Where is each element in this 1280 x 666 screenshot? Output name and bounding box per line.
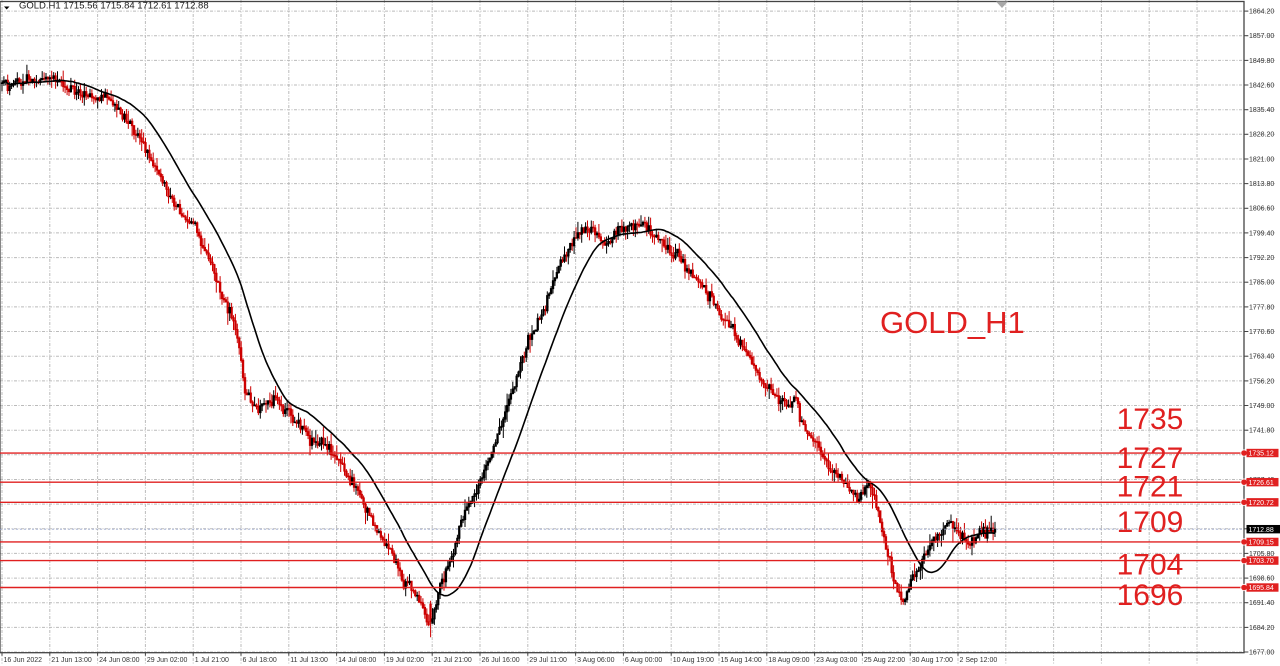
svg-text:1799.40: 1799.40: [1249, 230, 1274, 237]
svg-text:29 Jul 11:00: 29 Jul 11:00: [529, 657, 567, 664]
svg-text:1842.60: 1842.60: [1249, 82, 1274, 89]
svg-text:19 Jul 02:00: 19 Jul 02:00: [386, 657, 424, 664]
svg-text:14 Jul 08:00: 14 Jul 08:00: [338, 657, 376, 664]
svg-text:16 Jun 2022: 16 Jun 2022: [4, 657, 43, 664]
svg-text:21 Jul 21:00: 21 Jul 21:00: [434, 657, 472, 664]
svg-text:1785.00: 1785.00: [1249, 280, 1274, 287]
svg-text:1792.20: 1792.20: [1249, 255, 1274, 262]
svg-text:1849.80: 1849.80: [1249, 58, 1274, 65]
svg-text:26 Jul 16:00: 26 Jul 16:00: [482, 657, 520, 664]
svg-text:1695.84: 1695.84: [1249, 585, 1274, 592]
svg-text:29 Jun 02:00: 29 Jun 02:00: [147, 657, 188, 664]
svg-text:1703.70: 1703.70: [1249, 558, 1274, 565]
svg-text:1864.20: 1864.20: [1249, 9, 1274, 16]
svg-text:2 Sep 12:00: 2 Sep 12:00: [960, 657, 998, 664]
svg-text:1770.60: 1770.60: [1249, 329, 1274, 336]
svg-text:1813.80: 1813.80: [1249, 181, 1274, 188]
svg-text:15 Aug 14:00: 15 Aug 14:00: [721, 657, 762, 664]
svg-text:21 Jun 13:00: 21 Jun 13:00: [51, 657, 92, 664]
svg-text:11 Jul 13:00: 11 Jul 13:00: [290, 657, 328, 664]
svg-text:6 Aug 00:00: 6 Aug 00:00: [625, 657, 662, 664]
svg-text:1712.88: 1712.88: [1249, 527, 1274, 534]
svg-text:25 Aug 22:00: 25 Aug 22:00: [864, 657, 905, 664]
svg-text:1721: 1721: [1117, 471, 1184, 504]
svg-text:1704: 1704: [1117, 548, 1184, 581]
svg-text:30 Aug 17:00: 30 Aug 17:00: [912, 657, 953, 664]
svg-text:1835.40: 1835.40: [1249, 107, 1274, 114]
svg-text:1735: 1735: [1117, 403, 1184, 436]
svg-text:1821.00: 1821.00: [1249, 156, 1274, 163]
svg-text:1806.60: 1806.60: [1249, 206, 1274, 213]
svg-text:24 Jun 08:00: 24 Jun 08:00: [99, 657, 140, 664]
svg-text:23 Aug 03:00: 23 Aug 03:00: [816, 657, 857, 664]
svg-text:1 Jul 21:00: 1 Jul 21:00: [195, 657, 229, 664]
svg-text:10 Aug 19:00: 10 Aug 19:00: [673, 657, 714, 664]
svg-text:1684.20: 1684.20: [1249, 625, 1274, 632]
svg-text:1777.80: 1777.80: [1249, 304, 1274, 311]
svg-text:1698.60: 1698.60: [1249, 576, 1274, 583]
svg-text:1696: 1696: [1117, 579, 1184, 612]
svg-text:1677.00: 1677.00: [1249, 649, 1274, 656]
svg-text:1828.20: 1828.20: [1249, 132, 1274, 139]
svg-text:6 Jul 18:00: 6 Jul 18:00: [243, 657, 277, 664]
svg-text:GOLD_H1: GOLD_H1: [880, 305, 1025, 340]
svg-text:1857.00: 1857.00: [1249, 33, 1274, 40]
svg-text:3 Aug 06:00: 3 Aug 06:00: [577, 657, 614, 664]
svg-text:1741.80: 1741.80: [1249, 428, 1274, 435]
svg-text:1709: 1709: [1117, 506, 1184, 539]
svg-text:1691.40: 1691.40: [1249, 600, 1274, 607]
svg-text:1735.12: 1735.12: [1249, 451, 1274, 458]
svg-text:1720.72: 1720.72: [1249, 500, 1274, 507]
svg-text:18 Aug 09:00: 18 Aug 09:00: [768, 657, 809, 664]
svg-text:1749.00: 1749.00: [1249, 403, 1274, 410]
svg-text:1726.61: 1726.61: [1249, 480, 1274, 487]
svg-text:GOLD.H1 1715.56 1715.84 1712.: GOLD.H1 1715.56 1715.84 1712.61 1712.88: [19, 1, 209, 12]
svg-text:1763.40: 1763.40: [1249, 354, 1274, 361]
svg-text:1709.15: 1709.15: [1249, 540, 1274, 547]
svg-text:1756.20: 1756.20: [1249, 378, 1274, 385]
